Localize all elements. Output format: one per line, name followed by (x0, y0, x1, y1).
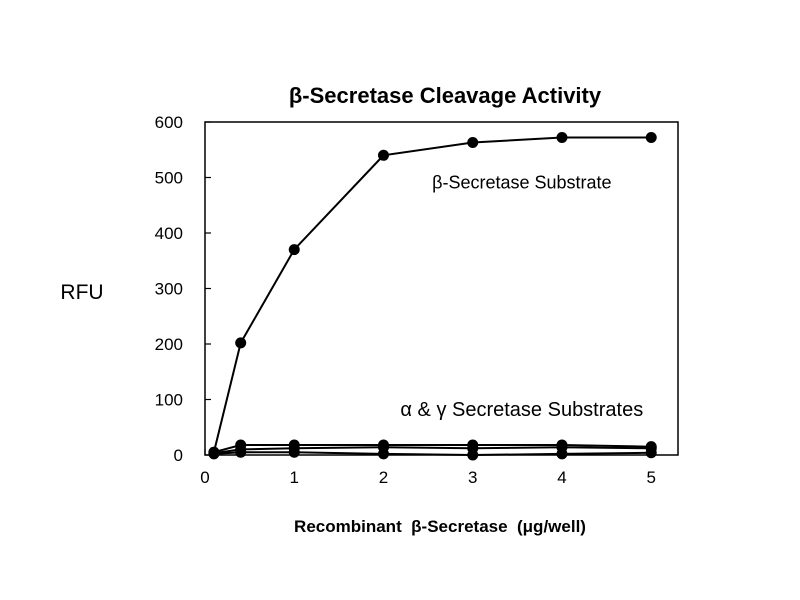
series-4-point (467, 449, 479, 461)
series-4-point (556, 448, 568, 460)
series-1-point (235, 337, 247, 349)
chart-title: β-Secretase Cleavage Activity (289, 83, 602, 108)
series-1-point (467, 137, 479, 149)
series-4-point (377, 448, 389, 460)
annotation-1: β-Secretase Substrate (432, 173, 611, 193)
annotations-group: β-Secretase Substrate α & γ Secretase Sub… (400, 173, 643, 422)
y-tick-label: 600 (155, 113, 183, 132)
series-1-point (556, 132, 568, 144)
y-axis-label: RFU (60, 281, 103, 304)
x-axis-label: Recombinant β-Secretase (μg/well) (294, 517, 586, 536)
series-1-point (288, 244, 300, 256)
series-4-point (288, 446, 300, 458)
x-tick-label: 5 (646, 468, 655, 487)
series-1-point (645, 132, 657, 144)
y-tick-label: 400 (155, 224, 183, 243)
y-tick-label: 0 (174, 446, 183, 465)
series-1-point (377, 149, 389, 161)
x-tick-label: 3 (468, 468, 477, 487)
series-group (208, 132, 657, 461)
annotation-2: α & γ Secretase Substrates (400, 399, 643, 421)
series-4-point (208, 448, 220, 460)
series-4-point (235, 446, 247, 458)
x-tick-label: 4 (557, 468, 566, 487)
series-4-point (645, 447, 657, 459)
y-tick-label: 500 (155, 169, 183, 188)
x-tick-label: 2 (379, 468, 388, 487)
y-tick-label: 300 (155, 280, 183, 299)
y-tick-label: 100 (155, 391, 183, 410)
y-tick-label: 200 (155, 335, 183, 354)
x-tick-label: 1 (290, 468, 299, 487)
x-tick-label: 0 (200, 468, 209, 487)
axis-ticks: 0 100 200 300 400 500 600 0 1 2 3 4 5 (155, 113, 656, 487)
